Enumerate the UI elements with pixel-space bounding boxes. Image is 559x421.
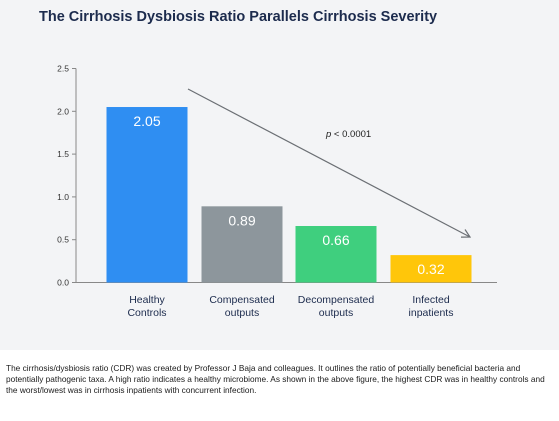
x-category-label: outputs [225,307,259,319]
x-category-label: Healthy [129,294,165,306]
x-category-label: inpatients [409,307,454,319]
y-tick-label: 2.5 [57,64,69,74]
chart-title: The Cirrhosis Dysbiosis Ratio Parallels … [39,9,438,25]
p-value-annotation: p < 0.0001 [325,129,371,140]
trend-arrow-head [460,229,472,238]
trend-arrow-line [187,88,471,238]
x-category-label: outputs [319,307,353,319]
x-category-label: Controls [127,307,166,319]
bar-value-label: 0.66 [322,232,349,248]
bar [201,206,283,283]
bar-value-label: 0.32 [417,261,444,277]
x-category-label: Infected [412,294,450,306]
bar [295,226,377,283]
y-tick-label: 0.5 [57,235,69,245]
y-tick-label: 0.0 [57,278,69,288]
bar-value-label: 2.05 [133,113,160,129]
y-tick-label: 1.5 [57,149,69,159]
chart-panel [0,0,559,350]
figure-caption: The cirrhosis/dysbiosis ratio (CDR) was … [6,363,545,396]
x-category-label: Compensated [209,294,275,306]
bar [390,255,472,283]
x-category-label: Decompensated [298,294,375,306]
y-tick-label: 1.0 [57,192,69,202]
bar [106,107,188,283]
y-tick-label: 2.0 [57,106,69,116]
bar-value-label: 0.89 [228,212,255,228]
